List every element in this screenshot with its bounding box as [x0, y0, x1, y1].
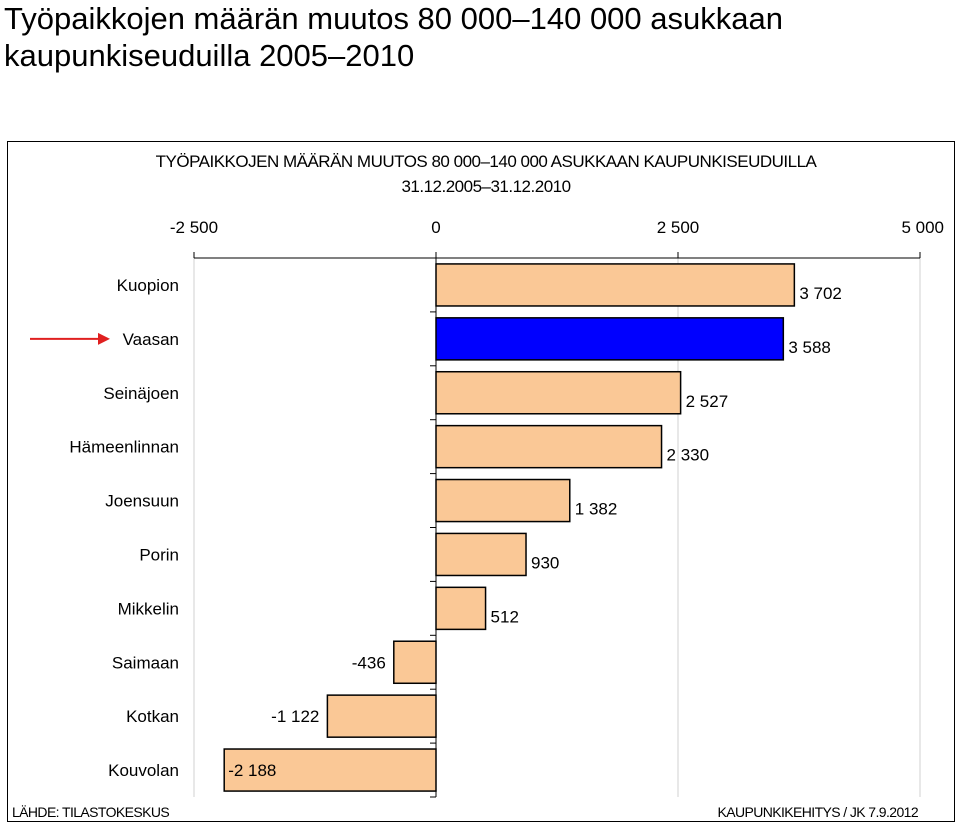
category-label: Kuopion [117, 276, 179, 295]
page-title-line-1: Työpaikkojen määrän muutos 80 000–140 00… [4, 1, 783, 36]
bar-joensuun [435, 478, 571, 523]
credit-note: KAUPUNKIKEHITYS / JK 7.9.2012 [717, 804, 919, 820]
value-label: 1 382 [575, 500, 618, 519]
bar-kouvolan [223, 748, 437, 792]
category-label: Kouvolan [108, 761, 179, 780]
value-label: -2 188 [228, 761, 276, 780]
value-label: 512 [491, 607, 519, 626]
source-note: LÄHDE: TILASTOKESKUS [12, 804, 170, 820]
value-label: 930 [531, 553, 559, 572]
x-axis: -2 500 0 2 500 5 000 [170, 218, 944, 798]
value-labels: 3 702 3 588 2 527 2 330 1 382 930 512 -436 -1 12… [228, 284, 842, 780]
bar-mikkelin [435, 586, 487, 631]
bar-vaasan [435, 317, 785, 361]
bars [223, 263, 796, 792]
bar-h-meenlinnan [435, 424, 663, 469]
value-label: 3 702 [799, 284, 842, 303]
value-label: -1 122 [271, 707, 319, 726]
value-label: 2 527 [686, 392, 729, 411]
value-label: -436 [352, 653, 386, 672]
bar-kotkan [326, 694, 437, 738]
category-labels: Kuopion Vaasan Seinäjoen Hämeenlinnan Joensu… [30, 276, 179, 780]
highlight-arrow-head [98, 332, 110, 345]
value-label: 3 588 [788, 338, 831, 357]
bar-sein-joen [435, 370, 682, 415]
chart-title-line-1: TYÖPAIKKOJEN MÄÄRÄN MUUTOS 80 000–140 00… [156, 152, 818, 171]
x-tick-label: 5 000 [901, 218, 944, 237]
category-label: Vaasan [123, 330, 179, 349]
bar-porin [435, 532, 527, 577]
bar-kuopion [435, 263, 796, 307]
x-tick-label: 2 500 [657, 218, 700, 237]
category-label: Saimaan [112, 653, 179, 672]
page-title: Työpaikkojen määrän muutos 80 000–140 00… [4, 0, 954, 74]
category-label: Porin [139, 545, 179, 564]
category-label: Kotkan [126, 707, 179, 726]
x-tick-label: -2 500 [170, 218, 218, 237]
category-label: Joensuun [105, 492, 179, 511]
category-label: Mikkelin [118, 599, 179, 618]
page-title-line-2: kaupunkiseuduilla 2005–2010 [4, 38, 415, 73]
category-label: Seinäjoen [103, 384, 179, 403]
bar-saimaan [393, 640, 437, 685]
category-label: Hämeenlinnan [69, 438, 179, 457]
chart-title-line-2: 31.12.2005–31.12.2010 [401, 177, 570, 196]
x-tick-label: 0 [431, 218, 440, 237]
chart-frame [7, 141, 955, 822]
value-label: 2 330 [667, 446, 710, 465]
